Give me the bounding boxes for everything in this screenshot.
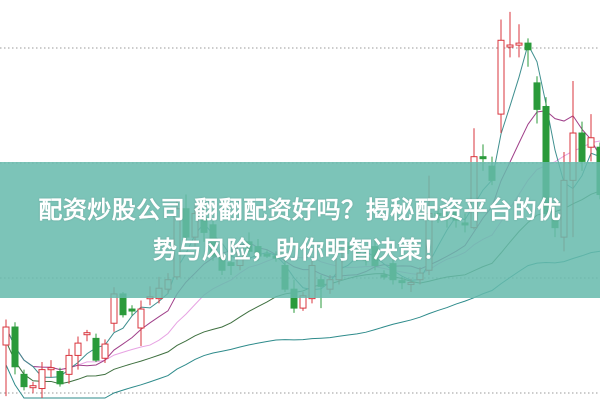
- candle: [497, 19, 505, 134]
- candle: [11, 322, 19, 375]
- candle-body: [29, 385, 37, 389]
- candle: [533, 76, 541, 124]
- candle: [92, 333, 100, 363]
- title-line-2: 势与风险，助你明智决策！: [153, 236, 447, 264]
- candle-body: [506, 44, 514, 48]
- candle-body: [587, 137, 595, 148]
- candle: [515, 24, 523, 58]
- title-line-1: 配资炒股公司 翻翻配资好吗？揭秘配资平台的优: [38, 196, 562, 224]
- candle-body: [92, 337, 100, 361]
- candle-body: [533, 82, 541, 110]
- candle-body: [524, 42, 532, 51]
- candle-body: [83, 332, 91, 336]
- candle: [47, 360, 55, 378]
- candle-body: [578, 132, 586, 162]
- candle-body: [2, 326, 10, 346]
- candle: [506, 11, 514, 58]
- candle: [74, 336, 82, 370]
- candle-body: [38, 369, 46, 390]
- candle-body: [56, 371, 64, 385]
- candle-body: [128, 308, 136, 312]
- candle: [38, 362, 46, 398]
- candle-body: [101, 343, 109, 359]
- candle-body: [11, 326, 19, 368]
- candle-body: [137, 308, 145, 329]
- candle: [587, 114, 595, 162]
- candle-body: [110, 293, 118, 324]
- candle: [20, 369, 28, 391]
- candle: [101, 339, 109, 363]
- title-banner: 配资炒股公司 翻翻配资好吗？揭秘配资平台的优 势与风险，助你明智决策！: [0, 162, 600, 298]
- candle-body: [20, 373, 28, 388]
- candle: [137, 300, 145, 346]
- candle: [65, 348, 73, 384]
- candle-body: [479, 156, 487, 160]
- candle: [29, 381, 37, 394]
- candle: [524, 38, 532, 67]
- candle: [128, 305, 136, 316]
- candle: [83, 329, 91, 342]
- candle-body: [47, 367, 55, 371]
- candle-body: [497, 39, 505, 115]
- candle-body: [74, 342, 82, 356]
- candle-body: [515, 42, 523, 46]
- candle: [2, 319, 10, 397]
- candle-body: [65, 354, 73, 375]
- candle: [56, 367, 64, 387]
